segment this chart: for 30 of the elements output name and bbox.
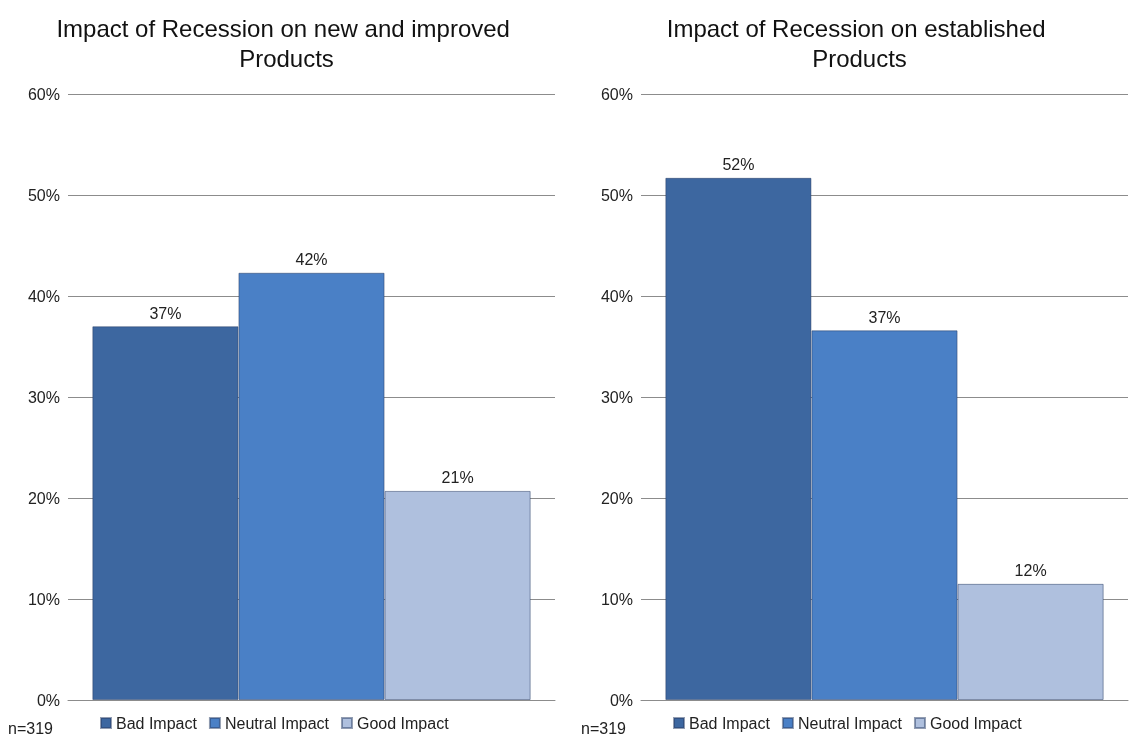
text: n=319	[8, 719, 54, 737]
y-tick-label: 40%	[27, 287, 60, 305]
y-tick-label: 0%	[609, 691, 633, 709]
y-tick-label: 30%	[27, 388, 60, 406]
legend-label: Good Impact	[356, 714, 450, 732]
y-tick-label: 20%	[27, 489, 60, 507]
text: n=319	[581, 719, 627, 737]
legend-label: Bad Impact	[116, 714, 198, 732]
legend-label: Neutral Impact	[797, 714, 903, 732]
data-label: 37%	[868, 308, 901, 326]
legend-label: Neutral Impact	[224, 714, 330, 732]
y-tick-label: 10%	[27, 590, 60, 608]
y-tick-label: 60%	[600, 85, 633, 103]
y-tick-label: 30%	[600, 388, 633, 406]
legend-label: Bad Impact	[689, 714, 771, 732]
y-tick-label: 60%	[27, 85, 60, 103]
y-tick-label: 40%	[600, 287, 633, 305]
y-tick-label: 0%	[36, 691, 60, 709]
data-label: 12%	[1014, 562, 1047, 580]
y-tick-label: 10%	[600, 590, 633, 608]
data-label: 21%	[441, 469, 474, 487]
data-label: 52%	[722, 156, 755, 174]
data-label: 42%	[295, 251, 328, 269]
chart-title: Impact of Recession on new and improved Products	[56, 14, 517, 72]
data-label: 37%	[149, 304, 182, 322]
y-tick-label: 20%	[600, 489, 633, 507]
y-tick-label: 50%	[600, 186, 633, 204]
legend-label: Good Impact	[929, 714, 1023, 732]
y-tick-label: 50%	[27, 186, 60, 204]
chart-title: Impact of Recession on established Products	[666, 14, 1053, 72]
